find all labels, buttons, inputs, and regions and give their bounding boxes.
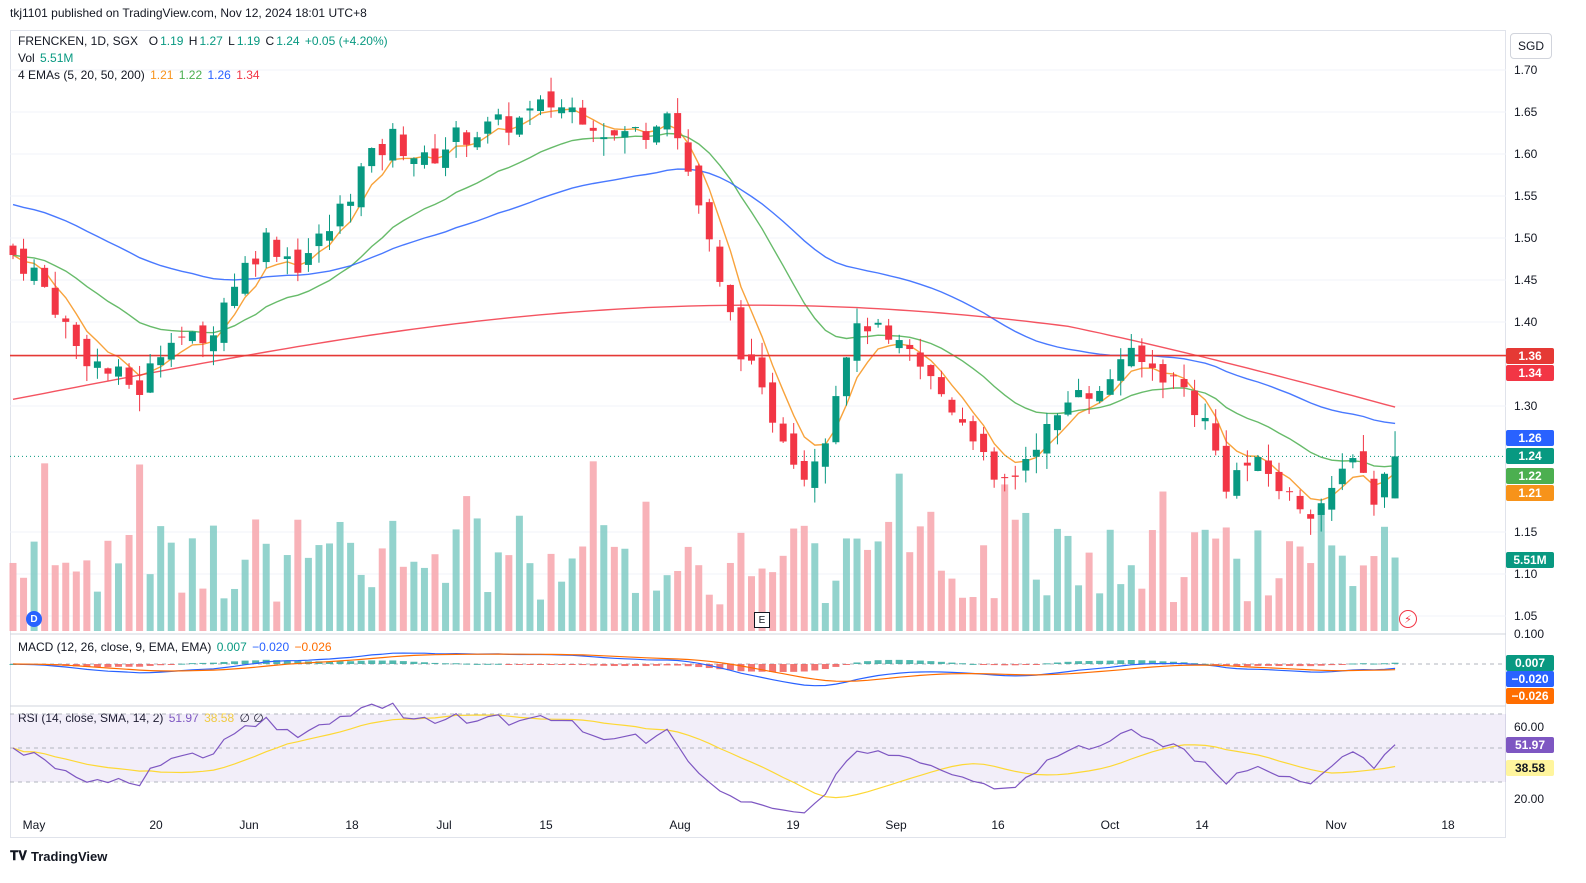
ema50-value: 1.26	[207, 68, 231, 82]
rsi-tick-label: 20.00	[1514, 792, 1544, 806]
ema5-badge: 1.21	[1506, 485, 1554, 501]
change-value: +0.05 (+4.20%)	[304, 34, 388, 48]
rsi-value: 51.97	[168, 711, 199, 725]
macd-signal-badge: −0.026	[1506, 688, 1554, 704]
close-value: 1.24	[276, 34, 300, 48]
earnings-marker[interactable]: E	[754, 612, 770, 628]
price-tick-label: 1.15	[1514, 525, 1538, 539]
chart-frame	[10, 30, 1506, 838]
macd-hist-value: 0.007	[216, 640, 247, 654]
volume-label[interactable]: Vol	[18, 51, 35, 65]
low-value: 1.19	[236, 34, 261, 48]
macd-line-badge: −0.020	[1506, 671, 1554, 687]
rsi-sma-value: 38.58	[204, 711, 235, 725]
price-tick-label: 1.10	[1514, 567, 1538, 581]
macd-tick-label: 0.100	[1514, 627, 1544, 641]
high-value: 1.27	[199, 34, 223, 48]
price-tick-label: 1.65	[1514, 105, 1538, 119]
ema-label[interactable]: 4 EMAs (5, 20, 50, 200)	[18, 68, 145, 82]
open-label: O	[148, 34, 159, 48]
macd-signal-value: −0.026	[294, 640, 332, 654]
price-tick-label: 1.60	[1514, 147, 1538, 161]
price-tick-label: 1.70	[1514, 63, 1538, 77]
volume-value: 5.51M	[40, 51, 74, 65]
low-label: L	[228, 34, 235, 48]
volume-badge: 5.51M	[1506, 552, 1554, 568]
price-legend: FRENCKEN, 1D, SGX O 1.19 H 1.27 L 1.19 C 1.2…	[18, 33, 390, 49]
hline-badge: 1.36	[1506, 348, 1554, 364]
volume-legend: Vol 5.51M	[18, 50, 75, 66]
price-tick-label: 1.40	[1514, 315, 1538, 329]
price-tick-label: 1.30	[1514, 399, 1538, 413]
rsi-tick-label: 60.00	[1514, 720, 1544, 734]
rsi-extra: ∅ ∅	[239, 711, 264, 725]
price-tick-label: 1.45	[1514, 273, 1538, 287]
rsi-badge: 51.97	[1506, 737, 1554, 753]
ema-legend: 4 EMAs (5, 20, 50, 200) 1.21 1.22 1.26 1…	[18, 67, 262, 83]
macd-hist-badge: 0.007	[1506, 655, 1554, 671]
ema5-value: 1.21	[150, 68, 174, 82]
dividend-marker[interactable]: D	[26, 611, 42, 627]
ema20-value: 1.22	[178, 68, 203, 82]
lightning-icon[interactable]: ⚡	[1399, 610, 1417, 628]
close-label: C	[265, 34, 275, 48]
rsi-label[interactable]: RSI (14, close, SMA, 14, 2)	[18, 711, 164, 725]
price-tick-label: 1.55	[1514, 189, 1538, 203]
rsi-sma-badge: 38.58	[1506, 760, 1554, 776]
ema20-badge: 1.22	[1506, 468, 1554, 484]
rsi-legend: RSI (14, close, SMA, 14, 2) 51.97 38.58 …	[18, 710, 266, 726]
high-label: H	[188, 34, 198, 48]
tradingview-logo: 𝐓𝐕 TradingView	[10, 848, 107, 864]
currency-button[interactable]: SGD	[1510, 33, 1552, 59]
tv-logo-icon: 𝐓𝐕	[10, 848, 27, 863]
open-value: 1.19	[160, 34, 184, 48]
published-line: tkj1101 published on TradingView.com, No…	[10, 6, 367, 20]
price-tick-label: 1.50	[1514, 231, 1538, 245]
ema200-badge: 1.34	[1506, 365, 1554, 381]
brand-text: TradingView	[31, 848, 108, 864]
macd-legend: MACD (12, 26, close, 9, EMA, EMA) 0.007 …	[18, 639, 334, 655]
ema50-badge: 1.26	[1506, 430, 1554, 446]
price-tick-label: 1.05	[1514, 609, 1538, 623]
symbol-label[interactable]: FRENCKEN, 1D, SGX	[18, 34, 139, 48]
macd-line-value: −0.020	[252, 640, 290, 654]
close-badge: 1.24	[1506, 448, 1554, 464]
macd-label[interactable]: MACD (12, 26, close, 9, EMA, EMA)	[18, 640, 212, 654]
ema200-value: 1.34	[236, 68, 260, 82]
